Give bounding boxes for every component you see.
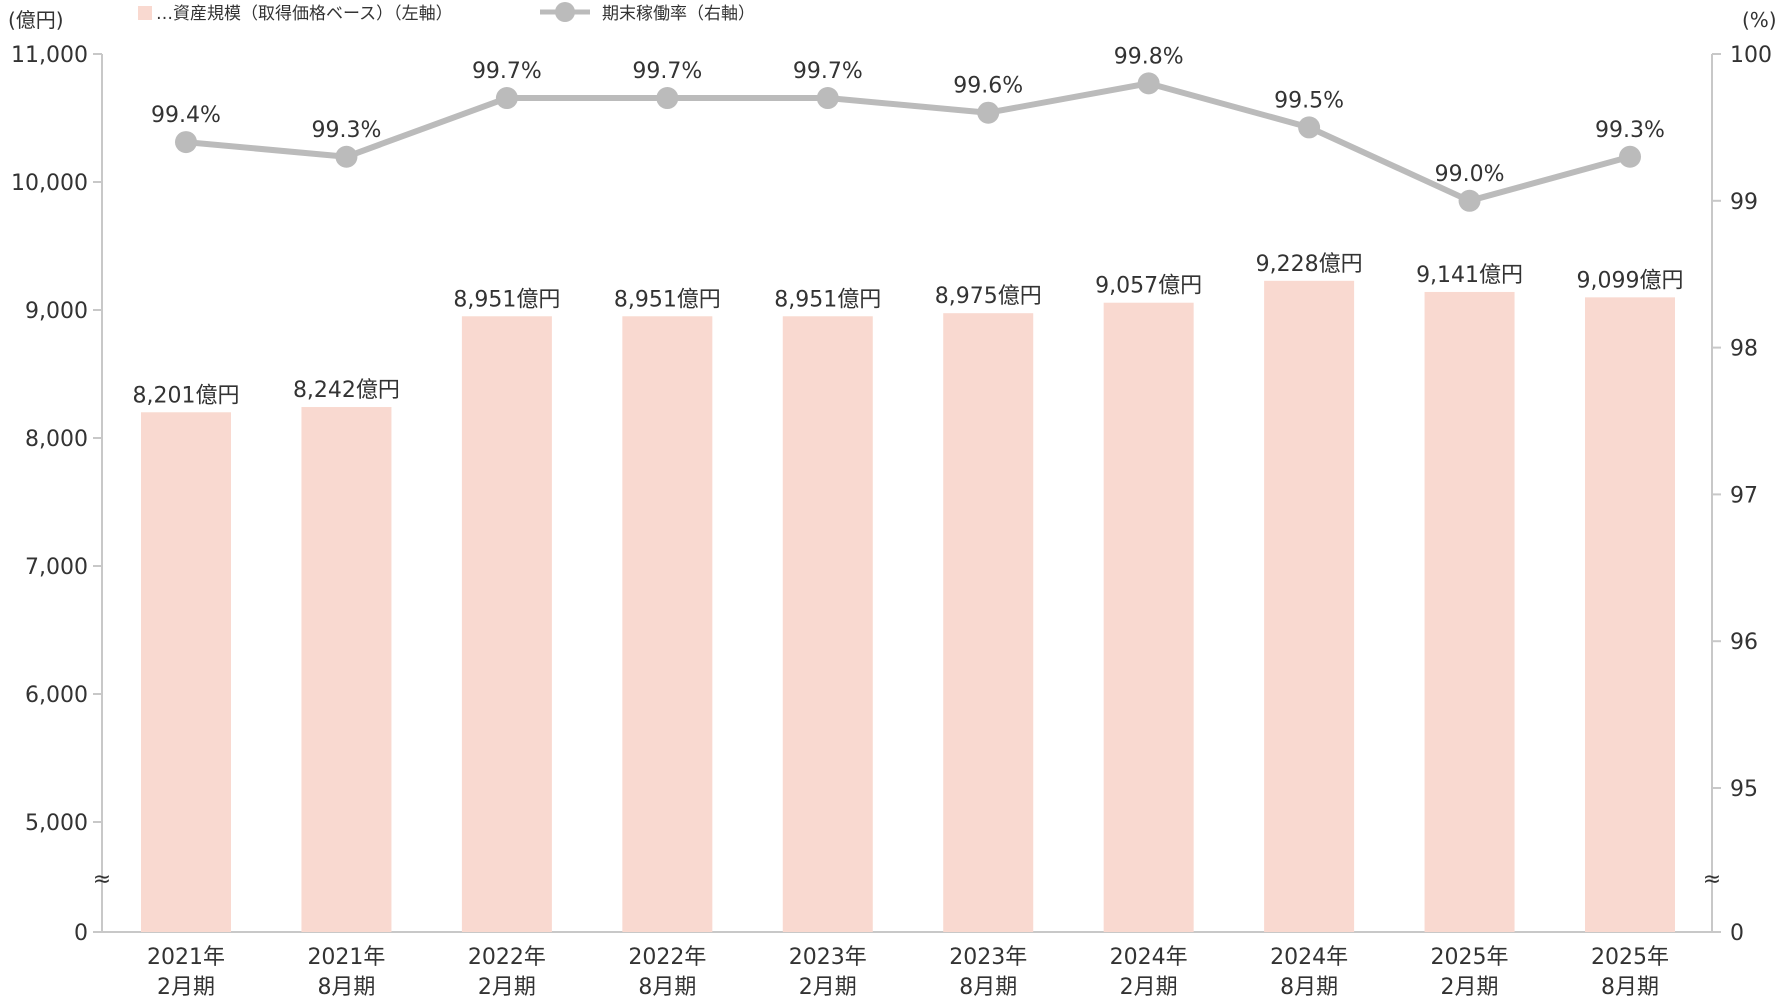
bar-value-label: 9,099億円 xyxy=(1577,268,1684,293)
line-value-label: 99.4% xyxy=(151,103,221,128)
bar xyxy=(301,407,392,932)
left-tick-label: 10,000 xyxy=(11,171,88,196)
x-tick-label-period: 8月期 xyxy=(317,975,375,1000)
x-tick-label-period: 2月期 xyxy=(1441,975,1499,1000)
right-tick-label: 97 xyxy=(1730,483,1758,508)
bar-labels: 8,201億円 8,242億円 8,951億円 8,951億円 8,951億円 8,975… xyxy=(133,252,1684,408)
bar-value-label: 8,951億円 xyxy=(453,287,560,312)
right-tick-label: 0 xyxy=(1730,921,1744,946)
bar-value-label: 8,951億円 xyxy=(614,287,721,312)
left-tick-label: 8,000 xyxy=(25,427,88,452)
bar-value-label: 9,057億円 xyxy=(1095,274,1202,299)
legend-swatch-line-marker xyxy=(555,2,575,22)
x-tick-label-period: 2月期 xyxy=(799,975,857,1000)
x-tick-label-year: 2022年 xyxy=(628,945,706,970)
left-axis-unit: (億円) xyxy=(8,8,64,32)
line-value-label: 99.0% xyxy=(1435,162,1505,187)
right-tick-label: 98 xyxy=(1730,337,1758,362)
x-tick-label-year: 2021年 xyxy=(307,945,385,970)
bar xyxy=(782,316,873,933)
x-tick-label-period: 2月期 xyxy=(1120,975,1178,1000)
x-tick-label-period: 8月期 xyxy=(1601,975,1659,1000)
line-point xyxy=(335,145,358,168)
line-point xyxy=(175,131,197,154)
x-tick-label-year: 2025年 xyxy=(1591,945,1669,970)
line-value-label: 99.8% xyxy=(1114,44,1184,69)
line-value-label: 99.3% xyxy=(311,118,381,143)
right-tick-label: 96 xyxy=(1730,630,1758,655)
left-tick-label: 7,000 xyxy=(25,555,88,580)
line-point xyxy=(656,87,679,110)
left-axis-break-symbol: ≈ xyxy=(93,867,111,892)
line-point xyxy=(495,87,518,110)
line-value-label: 99.3% xyxy=(1595,118,1665,143)
x-tick-label-year: 2023年 xyxy=(949,945,1027,970)
x-tick-label-year: 2023年 xyxy=(789,945,867,970)
x-tick-label-year: 2024年 xyxy=(1270,945,1348,970)
x-tick-label-period: 8月期 xyxy=(1280,975,1338,1000)
line-point xyxy=(1137,72,1160,95)
axes: 0 5,000 6,000 7,000 8,000 9,000 10,000 11,000 0 9… xyxy=(11,43,1772,946)
line-path xyxy=(185,80,1631,204)
left-tick-label: 6,000 xyxy=(25,683,88,708)
line-point xyxy=(816,87,839,110)
left-tick-label: 11,000 xyxy=(11,43,88,68)
bar-value-label: 8,242億円 xyxy=(293,378,400,403)
x-tick-label-period: 8月期 xyxy=(959,975,1017,1000)
right-tick-label: 95 xyxy=(1730,777,1758,802)
line-value-label: 99.6% xyxy=(953,74,1023,99)
bar xyxy=(1585,297,1675,932)
line-value-label: 99.7% xyxy=(472,59,542,84)
bar xyxy=(1103,302,1194,933)
left-tick-label: 5,000 xyxy=(25,811,88,836)
right-tick-label: 99 xyxy=(1730,190,1758,215)
bar xyxy=(461,316,552,933)
right-axis-break-symbol: ≈ xyxy=(1703,867,1721,892)
bar xyxy=(1424,291,1515,932)
line-series xyxy=(175,72,1641,212)
line-point xyxy=(1619,145,1641,168)
x-tick-label-period: 2月期 xyxy=(157,975,215,1000)
bar-value-label: 9,228億円 xyxy=(1256,252,1363,277)
line-value-label: 99.5% xyxy=(1274,88,1344,113)
legend-label-bar: …資産規模（取得価格ベース）（左軸） xyxy=(156,4,453,24)
bar xyxy=(141,412,231,933)
legend: …資産規模（取得価格ベース）（左軸） 期末稼働率（右軸） xyxy=(138,2,755,24)
line-point xyxy=(1298,116,1321,139)
line-point xyxy=(977,101,1000,124)
bar-series xyxy=(141,280,1675,933)
x-tick-label-year: 2021年 xyxy=(147,945,225,970)
bar-value-label: 8,951億円 xyxy=(774,287,881,312)
legend-label-line: 期末稼働率（右軸） xyxy=(602,4,755,24)
line-value-label: 99.7% xyxy=(793,59,863,84)
line-labels: 99.4% 99.3% 99.7% 99.7% 99.7% 99.6% 99.8% 99.5%… xyxy=(151,44,1665,186)
legend-swatch-bar xyxy=(138,6,152,20)
line-value-label: 99.7% xyxy=(632,59,702,84)
bar xyxy=(622,316,713,933)
x-tick-label-period: 2月期 xyxy=(478,975,536,1000)
bar-value-label: 8,975億円 xyxy=(935,284,1042,309)
bar xyxy=(943,313,1034,932)
x-tick-label-period: 8月期 xyxy=(638,975,696,1000)
x-tick-label-year: 2024年 xyxy=(1110,945,1188,970)
bar-value-label: 8,201億円 xyxy=(133,383,240,408)
bar xyxy=(1264,280,1355,932)
left-tick-label: 0 xyxy=(74,921,88,946)
left-tick-label: 9,000 xyxy=(25,299,88,324)
right-axis-unit: (%) xyxy=(1742,8,1777,32)
line-point xyxy=(1458,189,1481,212)
x-axis-labels: 2021年 2月期 2021年 8月期 2022年 2月期 2022年 8月期 2023年 2月期… xyxy=(147,945,1669,1000)
x-tick-label-year: 2022年 xyxy=(468,945,546,970)
x-tick-label-year: 2025年 xyxy=(1431,945,1509,970)
bar-value-label: 9,141億円 xyxy=(1416,263,1523,288)
right-tick-label: 100 xyxy=(1730,43,1772,68)
